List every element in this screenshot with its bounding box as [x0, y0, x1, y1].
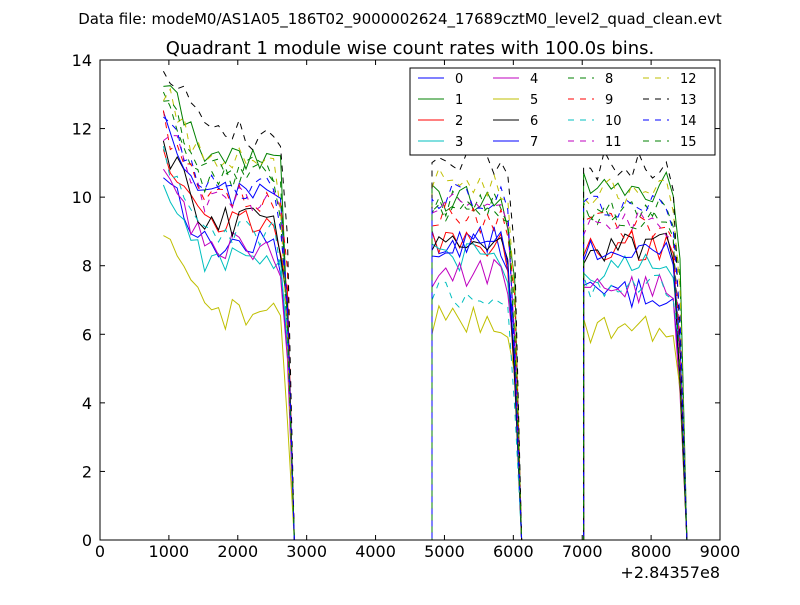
legend-label: 7 [530, 135, 538, 150]
x-tick-label: 1000 [149, 542, 190, 561]
plot-frame [99, 59, 721, 541]
series-lines [162, 70, 688, 541]
y-tick-label: 12 [72, 120, 92, 139]
legend-label: 1 [455, 93, 463, 108]
legend-label: 5 [530, 93, 538, 108]
legend-label: 15 [680, 135, 697, 150]
series-line-11 [163, 134, 688, 541]
x-tick-label: 9000 [700, 542, 741, 561]
series-line-1 [163, 85, 688, 541]
legend-label: 2 [455, 114, 463, 129]
series-line-0 [163, 177, 688, 541]
x-tick-label: 5000 [424, 542, 465, 561]
x-tick-label: 2000 [217, 542, 258, 561]
series-line-12 [162, 87, 688, 541]
chart-title: Quadrant 1 module wise count rates with … [166, 38, 655, 59]
y-tick-label: 2 [82, 462, 92, 481]
suptitle: Data file: modeM0/AS1A05_186T02_90000026… [78, 10, 722, 29]
legend-label: 10 [605, 114, 622, 129]
y-tick-label: 0 [82, 531, 92, 550]
series-line-15 [163, 99, 688, 541]
legend-label: 9 [605, 93, 613, 108]
series-line-13 [162, 70, 688, 541]
x-offset-label: +2.84357e8 [620, 563, 720, 582]
series-line-4 [162, 168, 688, 541]
y-tick-label: 14 [72, 51, 92, 70]
legend-label: 6 [530, 114, 538, 129]
x-tick-label: 4000 [355, 542, 396, 561]
series-line-6 [162, 140, 688, 541]
series-line-2 [162, 149, 688, 541]
legend-label: 3 [455, 135, 463, 150]
legend-label: 13 [680, 93, 697, 108]
legend-label: 14 [680, 114, 697, 129]
series-line-14 [163, 116, 688, 541]
series-line-5 [163, 235, 688, 541]
legend-label: 4 [530, 72, 538, 87]
series-line-10 [162, 145, 688, 541]
x-tick-label: 6000 [493, 542, 534, 561]
series-line-8 [162, 91, 688, 541]
legend-label: 0 [455, 72, 463, 87]
y-tick-label: 6 [82, 325, 92, 344]
legend-label: 12 [680, 72, 697, 87]
legend-box [409, 67, 716, 156]
x-tick-label: 0 [95, 542, 105, 561]
y-tick-label: 8 [82, 257, 92, 276]
y-tick-label: 10 [72, 188, 92, 207]
y-tick-label: 4 [82, 394, 92, 413]
legend-label: 8 [605, 72, 613, 87]
x-tick-label: 3000 [286, 542, 327, 561]
axis-ticks: 0 1000 2000 3000 4000 5000 6000 7000 8000 9000 0 2 4… [72, 51, 741, 561]
series-line-3 [162, 184, 688, 541]
x-tick-label: 8000 [631, 542, 672, 561]
legend-label: 11 [605, 135, 622, 150]
series-line-9 [162, 110, 688, 541]
x-tick-label: 7000 [562, 542, 603, 561]
series-line-7 [162, 111, 688, 541]
